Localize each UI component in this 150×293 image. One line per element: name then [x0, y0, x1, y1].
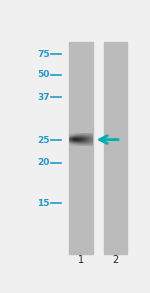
- Bar: [104, 42, 127, 254]
- Text: 25: 25: [37, 136, 50, 144]
- Text: 50: 50: [37, 70, 50, 79]
- Text: 75: 75: [37, 50, 50, 59]
- Text: 20: 20: [37, 158, 50, 167]
- Text: 2: 2: [113, 255, 119, 265]
- Text: 1: 1: [78, 255, 84, 265]
- Bar: [69, 42, 93, 254]
- Text: 37: 37: [37, 93, 50, 102]
- Text: 15: 15: [37, 199, 50, 208]
